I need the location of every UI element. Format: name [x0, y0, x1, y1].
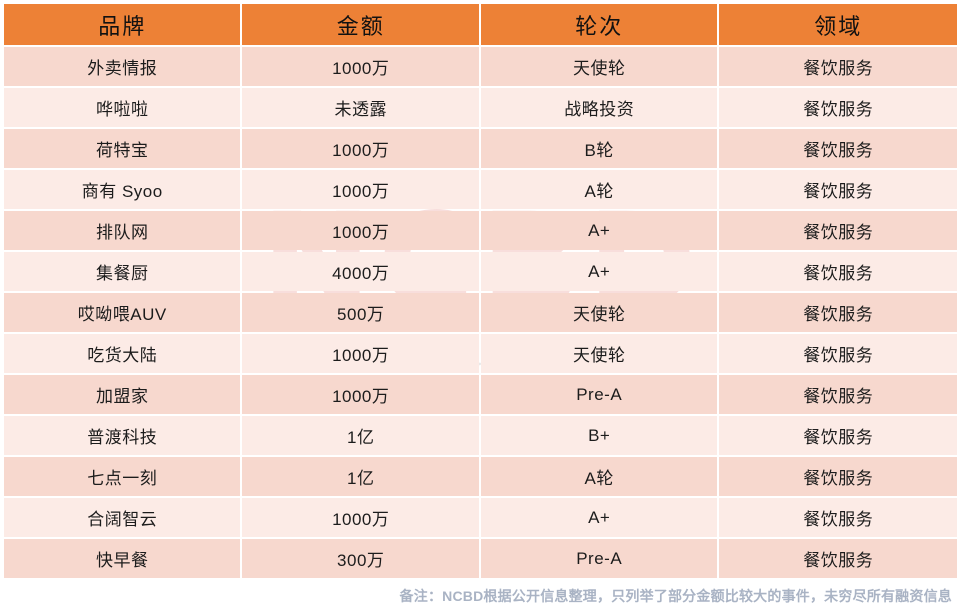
column-header-field: 领域 [719, 4, 957, 45]
cell-field: 餐饮服务 [719, 211, 957, 250]
cell-brand: 七点一刻 [4, 457, 241, 496]
cell-field: 餐饮服务 [719, 375, 957, 414]
cell-round: A轮 [480, 457, 718, 496]
cell-amount: 1亿 [242, 457, 479, 496]
cell-field: 餐饮服务 [719, 457, 957, 496]
cell-round: A轮 [480, 170, 718, 209]
cell-round: 天使轮 [480, 47, 718, 86]
table-row: 吃货大陆 1000万 天使轮 餐饮服务 [4, 334, 957, 373]
cell-field: 餐饮服务 [719, 293, 957, 332]
cell-amount: 1000万 [242, 47, 479, 86]
cell-field: 餐饮服务 [719, 416, 957, 455]
cell-amount: 500万 [242, 293, 479, 332]
cell-field: 餐饮服务 [719, 539, 957, 578]
cell-field: 餐饮服务 [719, 88, 957, 127]
table-row: 商有 Syoo 1000万 A轮 餐饮服务 [4, 170, 957, 209]
cell-round: B轮 [480, 129, 718, 168]
cell-amount: 1000万 [242, 334, 479, 373]
cell-round: A+ [480, 498, 718, 537]
cell-amount: 1000万 [242, 170, 479, 209]
table-row: 普渡科技 1亿 B+ 餐饮服务 [4, 416, 957, 455]
cell-brand: 普渡科技 [4, 416, 241, 455]
table-row: 荷特宝 1000万 B轮 餐饮服务 [4, 129, 957, 168]
cell-amount: 1000万 [242, 498, 479, 537]
table-row: 外卖情报 1000万 天使轮 餐饮服务 [4, 47, 957, 86]
funding-table: 品牌 金额 轮次 领域 外卖情报 1000万 天使轮 餐饮服务 哗啦啦 未透露 战略投资 餐饮… [2, 2, 959, 580]
cell-field: 餐饮服务 [719, 252, 957, 291]
footnote: 备注：NCBD根据公开信息整理，只列举了部分金额比较大的事件，未穷尽所有融资信息 [399, 588, 952, 604]
cell-brand: 哎呦喂AUV [4, 293, 241, 332]
cell-round: Pre-A [480, 375, 718, 414]
table-row: 七点一刻 1亿 A轮 餐饮服务 [4, 457, 957, 496]
table-row: 加盟家 1000万 Pre-A 餐饮服务 [4, 375, 957, 414]
cell-field: 餐饮服务 [719, 334, 957, 373]
cell-brand: 集餐厨 [4, 252, 241, 291]
cell-field: 餐饮服务 [719, 47, 957, 86]
column-header-brand: 品牌 [4, 4, 241, 45]
table-row: 哗啦啦 未透露 战略投资 餐饮服务 [4, 88, 957, 127]
cell-brand: 哗啦啦 [4, 88, 241, 127]
cell-field: 餐饮服务 [719, 129, 957, 168]
cell-round: A+ [480, 211, 718, 250]
cell-round: Pre-A [480, 539, 718, 578]
table-row: 快早餐 300万 Pre-A 餐饮服务 [4, 539, 957, 578]
table-row: 集餐厨 4000万 A+ 餐饮服务 [4, 252, 957, 291]
cell-amount: 1000万 [242, 211, 479, 250]
cell-brand: 商有 Syoo [4, 170, 241, 209]
cell-amount: 1000万 [242, 129, 479, 168]
table-body: 外卖情报 1000万 天使轮 餐饮服务 哗啦啦 未透露 战略投资 餐饮服务 荷特宝 1000万 B轮… [4, 47, 957, 578]
table-head: 品牌 金额 轮次 领域 [4, 4, 957, 45]
cell-brand: 合阔智云 [4, 498, 241, 537]
cell-brand: 加盟家 [4, 375, 241, 414]
cell-field: 餐饮服务 [719, 170, 957, 209]
cell-brand: 快早餐 [4, 539, 241, 578]
table-row: 合阔智云 1000万 A+ 餐饮服务 [4, 498, 957, 537]
cell-brand: 排队网 [4, 211, 241, 250]
cell-amount: 4000万 [242, 252, 479, 291]
cell-amount: 1000万 [242, 375, 479, 414]
table-row: 哎呦喂AUV 500万 天使轮 餐饮服务 [4, 293, 957, 332]
table-row: 排队网 1000万 A+ 餐饮服务 [4, 211, 957, 250]
cell-brand: 吃货大陆 [4, 334, 241, 373]
column-header-round: 轮次 [480, 4, 718, 45]
cell-brand: 外卖情报 [4, 47, 241, 86]
cell-round: B+ [480, 416, 718, 455]
funding-table-wrapper: 品牌 金额 轮次 领域 外卖情报 1000万 天使轮 餐饮服务 哗啦啦 未透露 战略投资 餐饮… [2, 2, 959, 580]
table-header-row: 品牌 金额 轮次 领域 [4, 4, 957, 45]
cell-brand: 荷特宝 [4, 129, 241, 168]
cell-round: 战略投资 [480, 88, 718, 127]
column-header-amount: 金额 [242, 4, 479, 45]
cell-round: A+ [480, 252, 718, 291]
cell-field: 餐饮服务 [719, 498, 957, 537]
cell-amount: 1亿 [242, 416, 479, 455]
cell-round: 天使轮 [480, 293, 718, 332]
cell-amount: 未透露 [242, 88, 479, 127]
cell-amount: 300万 [242, 539, 479, 578]
cell-round: 天使轮 [480, 334, 718, 373]
